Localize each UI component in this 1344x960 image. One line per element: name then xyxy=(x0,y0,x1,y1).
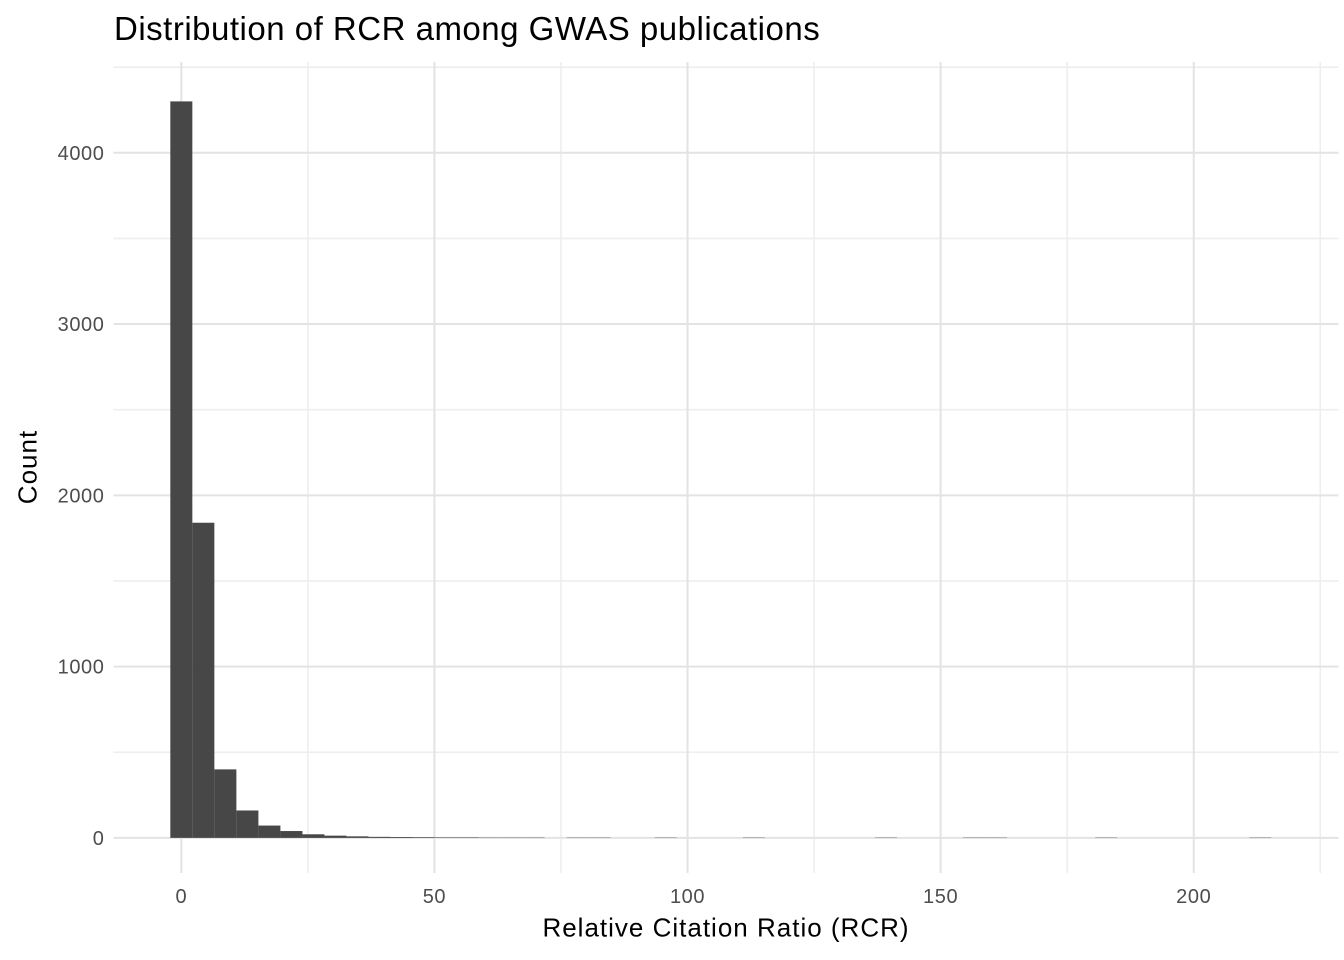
histogram-bar xyxy=(192,522,215,838)
histogram-bar xyxy=(434,837,457,838)
x-tick-label: 50 xyxy=(423,886,446,908)
histogram-bar xyxy=(236,810,259,838)
x-axis-title: Relative Citation Ratio (RCR) xyxy=(542,912,910,943)
y-tick-label: 0 xyxy=(93,828,105,850)
histogram-bar xyxy=(390,837,413,838)
histogram-bar xyxy=(346,836,369,838)
histogram-bar xyxy=(368,836,391,838)
y-tick-label: 3000 xyxy=(58,314,105,336)
x-tick-label: 200 xyxy=(1176,886,1211,908)
x-tick-label: 150 xyxy=(923,886,958,908)
y-tick-label: 1000 xyxy=(58,657,105,679)
x-tick-label: 100 xyxy=(670,886,705,908)
histogram-bar xyxy=(170,101,193,838)
histogram-bar xyxy=(258,825,281,838)
histogram-bar xyxy=(324,835,347,838)
y-tick-label: 4000 xyxy=(58,143,105,165)
plot-title: Distribution of RCR among GWAS publicati… xyxy=(114,10,821,47)
histogram-bar xyxy=(412,837,435,838)
y-axis-title: Count xyxy=(12,429,43,505)
histogram-bar xyxy=(280,831,303,838)
y-tick-label: 2000 xyxy=(58,485,105,507)
x-tick-label: 0 xyxy=(175,886,187,908)
histogram-bar xyxy=(456,837,479,838)
histogram-bar xyxy=(302,834,325,838)
histogram-bar xyxy=(214,769,237,838)
